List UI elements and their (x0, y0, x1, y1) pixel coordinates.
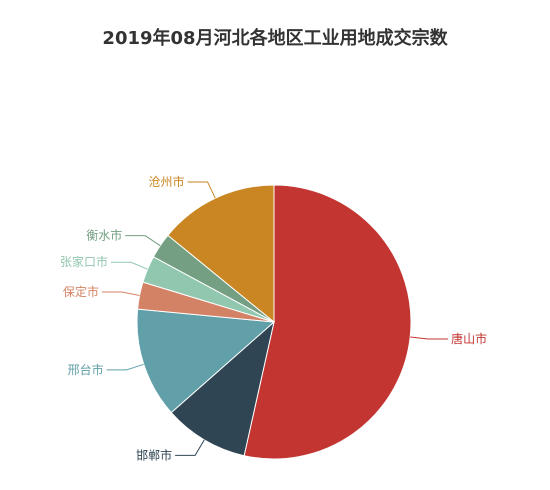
label-line (175, 439, 205, 456)
chart-title: 2019年08月河北各地区工业用地成交宗数 (102, 28, 448, 49)
slice-label: 保定市 (63, 284, 99, 299)
slice-label: 张家口市 (60, 254, 108, 269)
pie-slice[interactable] (167, 184, 275, 324)
label-line (125, 235, 161, 247)
label-line (110, 261, 148, 270)
slice-label: 邢台市 (68, 362, 104, 377)
pie-slice[interactable] (243, 184, 412, 460)
slice-label: 邯郸市 (136, 447, 172, 462)
label-line (106, 363, 144, 371)
slice-label: 沧州市 (149, 174, 185, 189)
label-line (410, 336, 449, 340)
label-line (101, 291, 140, 296)
pie-slice[interactable] (170, 320, 275, 457)
slice-label: 衡水市 (86, 228, 122, 243)
label-line (187, 181, 216, 199)
slice-label: 唐山市 (451, 331, 487, 346)
